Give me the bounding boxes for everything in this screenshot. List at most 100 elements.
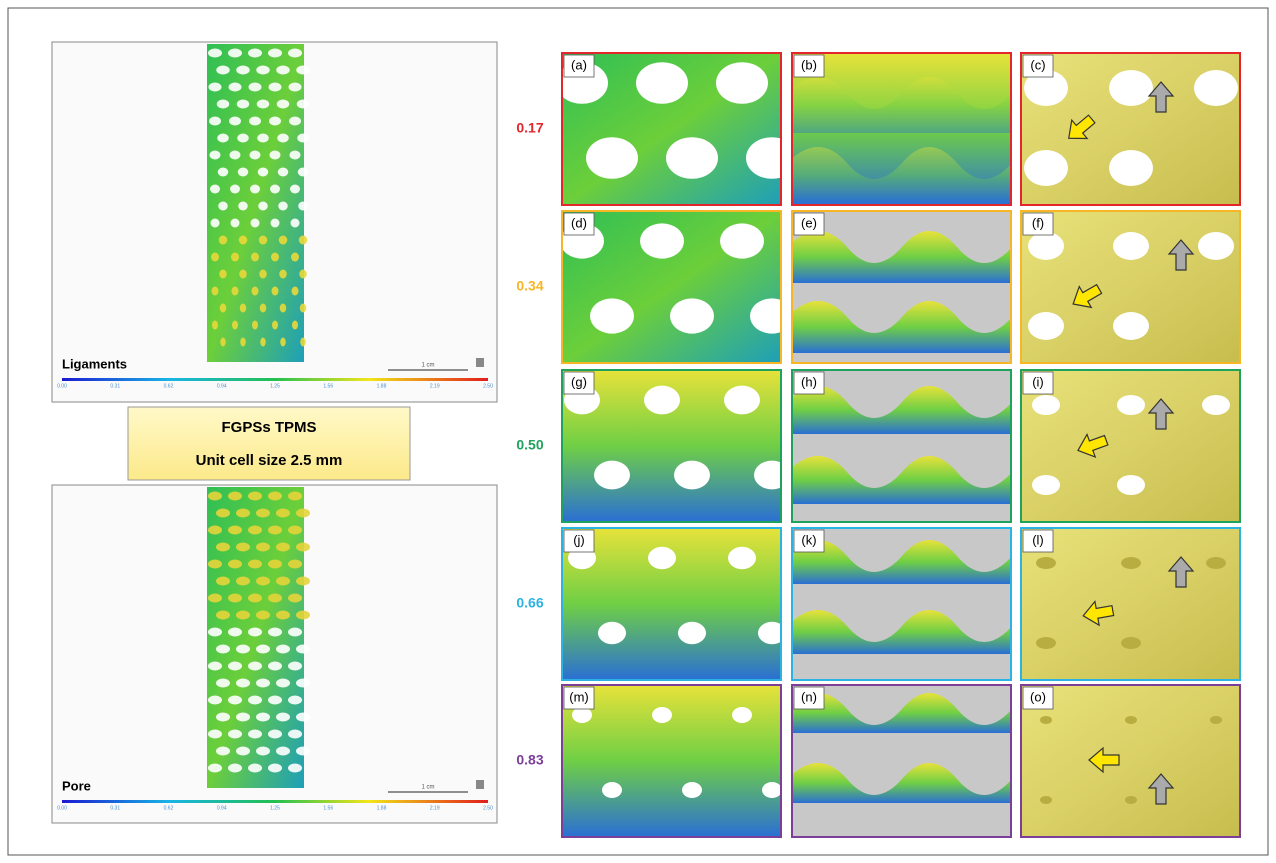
pore <box>268 730 282 739</box>
pore <box>1024 150 1068 186</box>
panel-tag-label: (j) <box>573 532 585 547</box>
pore <box>291 253 299 262</box>
pore <box>1194 70 1238 106</box>
pore <box>230 151 241 160</box>
colorbar-tick-label: 0.00 <box>57 805 67 811</box>
pore <box>259 236 268 245</box>
pore <box>250 185 260 194</box>
panel-tag-label: (i) <box>1032 374 1044 389</box>
pore <box>260 338 266 347</box>
pore <box>228 696 242 705</box>
pore <box>1040 716 1052 724</box>
row-label: 0.83 <box>516 752 543 768</box>
pore <box>1125 716 1137 724</box>
pore <box>210 185 220 194</box>
pore <box>750 298 794 333</box>
pore <box>208 594 222 603</box>
pore <box>216 611 230 620</box>
scale-icon <box>476 780 484 789</box>
pore <box>271 253 279 262</box>
pore <box>674 461 710 490</box>
pore <box>258 168 269 177</box>
pore <box>236 577 250 586</box>
pore <box>248 492 262 501</box>
pore <box>248 764 262 773</box>
pore <box>216 543 230 552</box>
pore <box>586 137 638 179</box>
pore <box>257 134 269 143</box>
pore <box>296 747 310 756</box>
pore <box>216 679 230 688</box>
pore <box>236 713 250 722</box>
pore <box>219 236 228 245</box>
figure: FGPSs TPMS Unit cell size 2.5 mm Ligamen… <box>0 0 1276 863</box>
pore <box>208 764 222 773</box>
pore <box>252 321 258 330</box>
pore <box>232 287 239 296</box>
scale-label: 1 cm <box>421 363 434 369</box>
pore <box>636 62 688 104</box>
pore <box>276 713 290 722</box>
pore <box>1210 716 1222 724</box>
pore <box>268 49 282 58</box>
pore <box>298 202 308 211</box>
colorbar-tick-label: 0.62 <box>164 805 174 811</box>
pore <box>1121 557 1141 569</box>
pore <box>236 679 250 688</box>
pore <box>652 707 672 723</box>
pore <box>210 151 221 160</box>
colorbar-tick-label: 2.50 <box>483 383 493 389</box>
pore <box>208 560 222 569</box>
pore <box>594 461 630 490</box>
panel-tag-label: (f) <box>1032 215 1044 230</box>
colorbar-tick-label: 1.56 <box>323 383 333 389</box>
pore <box>1036 637 1056 649</box>
pore <box>256 509 270 518</box>
pore <box>292 321 298 330</box>
pore <box>716 62 768 104</box>
pore <box>228 526 242 535</box>
pore <box>212 321 218 330</box>
pore <box>648 547 676 569</box>
pore <box>746 137 798 179</box>
pore <box>259 270 267 279</box>
colorbar-tick-label: 1.88 <box>377 805 387 811</box>
pore <box>229 117 241 126</box>
scale-icon <box>476 358 484 367</box>
pore <box>1032 475 1060 495</box>
pore <box>268 696 282 705</box>
pore <box>277 134 289 143</box>
pore <box>754 461 790 490</box>
colorbar <box>62 378 488 381</box>
pore <box>228 49 242 58</box>
panel-tag-label: (o) <box>1030 689 1046 704</box>
pore <box>248 662 262 671</box>
colorbar-tick-label: 1.25 <box>270 383 280 389</box>
colorbar-tick-label: 0.94 <box>217 805 227 811</box>
pore <box>248 594 262 603</box>
pore <box>289 83 302 92</box>
row-label: 0.66 <box>516 595 543 611</box>
colorbar-tick-label: 0.31 <box>110 383 120 389</box>
pore <box>271 219 280 228</box>
pore <box>288 764 302 773</box>
pore <box>1125 796 1137 804</box>
pore <box>670 298 714 333</box>
pore <box>229 83 242 92</box>
pore <box>272 321 278 330</box>
pore <box>288 560 302 569</box>
pore <box>1109 150 1153 186</box>
pore <box>251 253 259 262</box>
pore <box>297 100 310 109</box>
pore <box>208 492 222 501</box>
surface <box>1021 685 1240 837</box>
pore <box>270 151 281 160</box>
pore <box>288 628 302 637</box>
surface <box>1021 528 1240 680</box>
info-box <box>128 407 410 480</box>
pore <box>238 202 248 211</box>
pore <box>1113 312 1149 340</box>
pore <box>256 713 270 722</box>
pore <box>256 645 270 654</box>
pore <box>216 747 230 756</box>
